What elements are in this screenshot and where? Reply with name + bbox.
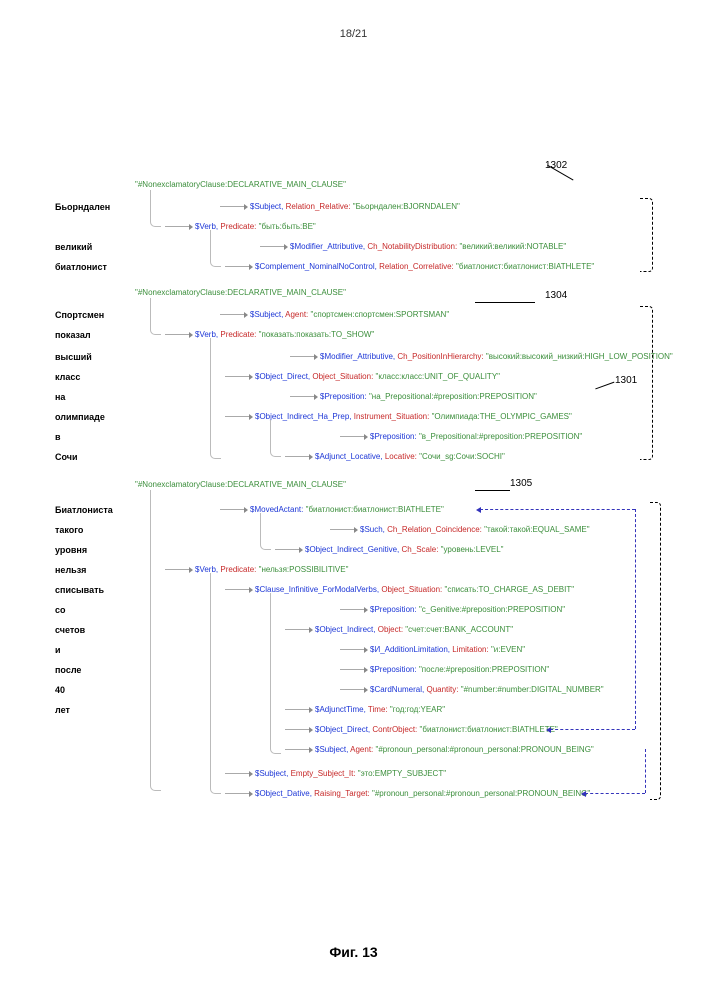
tree-node: $Object_Indirect, Object: "счет:счет:BAN… (315, 625, 513, 634)
word: 40 (55, 685, 65, 695)
page: { "page": { "num": "18/21", "caption": "… (0, 0, 707, 1000)
tree-node: $Object_Direct, Object_Situation: "класс… (255, 372, 500, 381)
word: биатлонист (55, 262, 107, 272)
arrow-icon (220, 509, 245, 510)
word: такого (55, 525, 83, 535)
tree-node: $И_AdditionLimitation, Limitation: "и:EV… (370, 645, 525, 654)
word: нельзя (55, 565, 86, 575)
word: и (55, 645, 61, 655)
word: в (55, 432, 61, 442)
tree-node: $Preposition: "после:#preposition:PREPOS… (370, 665, 549, 674)
coref-arrow (480, 509, 635, 510)
bracket-1301 (640, 306, 653, 460)
arrow-icon (225, 773, 250, 774)
arrow-icon (165, 334, 190, 335)
arrow-icon (285, 709, 310, 710)
tree-node: $Adjunct_Locative, Locative: "Сочи_sg:Со… (315, 452, 505, 461)
tree-node: $MovedActant: "биатлонист:биатлонист:BIA… (250, 505, 444, 514)
coref-link (635, 509, 636, 729)
tree-node: $Modifier_Attributive, Ch_NotabilityDist… (290, 242, 566, 251)
arrow-icon (225, 416, 250, 417)
tree-node: $Subject, Agent: "спортсмен:спортсмен:SP… (250, 310, 449, 319)
arrow-icon (225, 589, 250, 590)
clause-root: "#NonexclamatoryClause:DECLARATIVE_MAIN_… (135, 288, 346, 297)
arrow-icon (340, 669, 365, 670)
word: великий (55, 242, 92, 252)
arrow-icon (275, 549, 300, 550)
word: Бьорндален (55, 202, 110, 212)
coref-arrow (585, 793, 645, 794)
arrow-icon (165, 226, 190, 227)
word: Сочи (55, 452, 78, 462)
clause-root: "#NonexclamatoryClause:DECLARATIVE_MAIN_… (135, 180, 346, 189)
arrow-icon (220, 206, 245, 207)
page-number: 18/21 (0, 28, 707, 40)
tree-node: $Object_Dative, Raising_Target: "#pronou… (255, 789, 590, 798)
tree-node: $AdjunctTime, Time: "год:год:YEAR" (315, 705, 445, 714)
arrow-icon (340, 649, 365, 650)
arrow-icon (220, 314, 245, 315)
arrow-icon (285, 749, 310, 750)
word: высший (55, 352, 92, 362)
tree-node: $Subject, Relation_Relative: "Бьорндален… (250, 202, 460, 211)
arrow-icon (340, 689, 365, 690)
coref-link (645, 749, 646, 793)
tree-node: $CardNumeral, Quantity: "#number:#number… (370, 685, 604, 694)
callout-1304: 1304 (545, 290, 567, 301)
arrow-icon (225, 793, 250, 794)
tree-node: $Preposition: "в_Prepositional:#preposit… (370, 432, 582, 441)
tree-node: $Modifier_Attributive, Ch_PositionInHier… (320, 352, 673, 361)
word: показал (55, 330, 91, 340)
word: Биатлониста (55, 505, 113, 515)
arrow-icon (340, 609, 365, 610)
arrow-icon (330, 529, 355, 530)
arrow-icon (290, 356, 315, 357)
coref-arrow (550, 729, 635, 730)
arrow-icon (260, 246, 285, 247)
arrow-icon (285, 629, 310, 630)
clause-root: "#NonexclamatoryClause:DECLARATIVE_MAIN_… (135, 480, 346, 489)
tree-node: $Object_Indirect_Ha_Prep, Instrument_Sit… (255, 412, 572, 421)
figure-caption: Фиг. 13 (0, 944, 707, 960)
word: уровня (55, 545, 87, 555)
tree-node: $Such, Ch_Relation_Coincidence: "такой:т… (360, 525, 590, 534)
word: лет (55, 705, 70, 715)
word: со (55, 605, 66, 615)
word: счетов (55, 625, 85, 635)
tree-node: $Preposition: "на_Prepositional:#preposi… (320, 392, 537, 401)
arrow-icon (285, 456, 310, 457)
callout-1305: 1305 (510, 478, 532, 489)
word: класс (55, 372, 80, 382)
tree-node: $Complement_NominalNoControl, Relation_C… (255, 262, 594, 271)
tree-node: $Clause_Infinitive_ForModalVerbs, Object… (255, 585, 574, 594)
tree-node: $Subject, Agent: "#pronoun_personal:#pro… (315, 745, 594, 754)
word: списывать (55, 585, 104, 595)
callout-1301: 1301 (615, 375, 637, 386)
word: Спортсмен (55, 310, 104, 320)
arrow-icon (225, 376, 250, 377)
word: олимпиаде (55, 412, 105, 422)
tree-node: $Object_Indirect_Genitive, Ch_Scale: "ур… (305, 545, 503, 554)
tree-node: $Object_Direct, ContrObject: "биатлонист… (315, 725, 558, 734)
bracket-1305 (650, 502, 661, 800)
tree-node: $Verb, Predicate: "показать:показать:TO_… (195, 330, 374, 339)
arrow-icon (285, 729, 310, 730)
arrow-icon (290, 396, 315, 397)
word: после (55, 665, 81, 675)
tree-node: $Subject, Empty_Subject_It: "это:EMPTY_S… (255, 769, 446, 778)
arrow-icon (225, 266, 250, 267)
arrow-icon (165, 569, 190, 570)
word: на (55, 392, 65, 402)
arrow-icon (340, 436, 365, 437)
tree-node: $Preposition: "с_Genitive:#preposition:P… (370, 605, 565, 614)
bracket-1302 (640, 198, 653, 272)
